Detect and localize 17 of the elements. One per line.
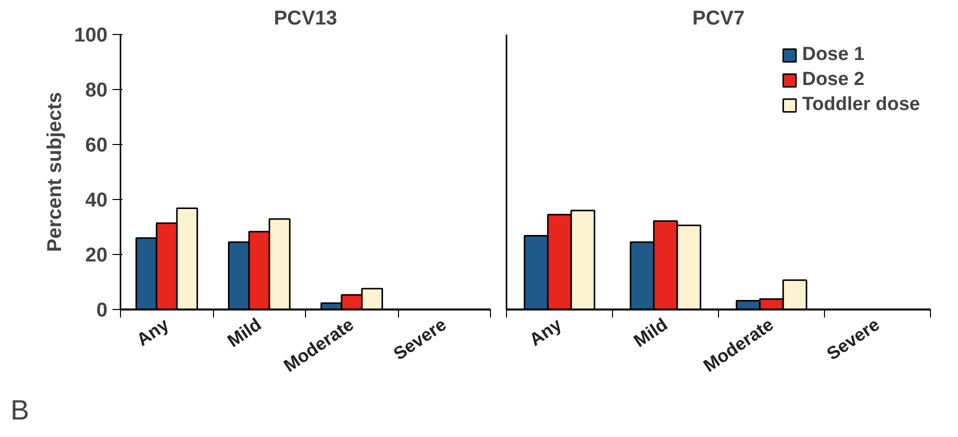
legend-label: Dose 2	[802, 69, 864, 91]
chart-title: PCV7	[692, 8, 745, 30]
x-tick-label: Any	[133, 314, 172, 350]
y-axis-title: Percent subjects	[44, 92, 66, 252]
legend-label: Dose 1	[802, 44, 864, 66]
y-tick-label: 20	[85, 244, 108, 266]
y-tick-label: 80	[85, 80, 108, 102]
chart-title: PCV13	[274, 8, 338, 30]
legend-label: Toddler dose	[802, 94, 920, 116]
y-tick-label: 0	[96, 300, 108, 322]
y-tick-label: 100	[74, 24, 108, 46]
text: B	[10, 394, 30, 426]
x-tick-label: Mild	[224, 314, 265, 352]
y-tick-label: 40	[85, 190, 108, 212]
x-tick-label: Mild	[630, 314, 672, 352]
y-tick-label: 60	[85, 134, 108, 156]
x-tick-label: Any	[526, 314, 566, 350]
